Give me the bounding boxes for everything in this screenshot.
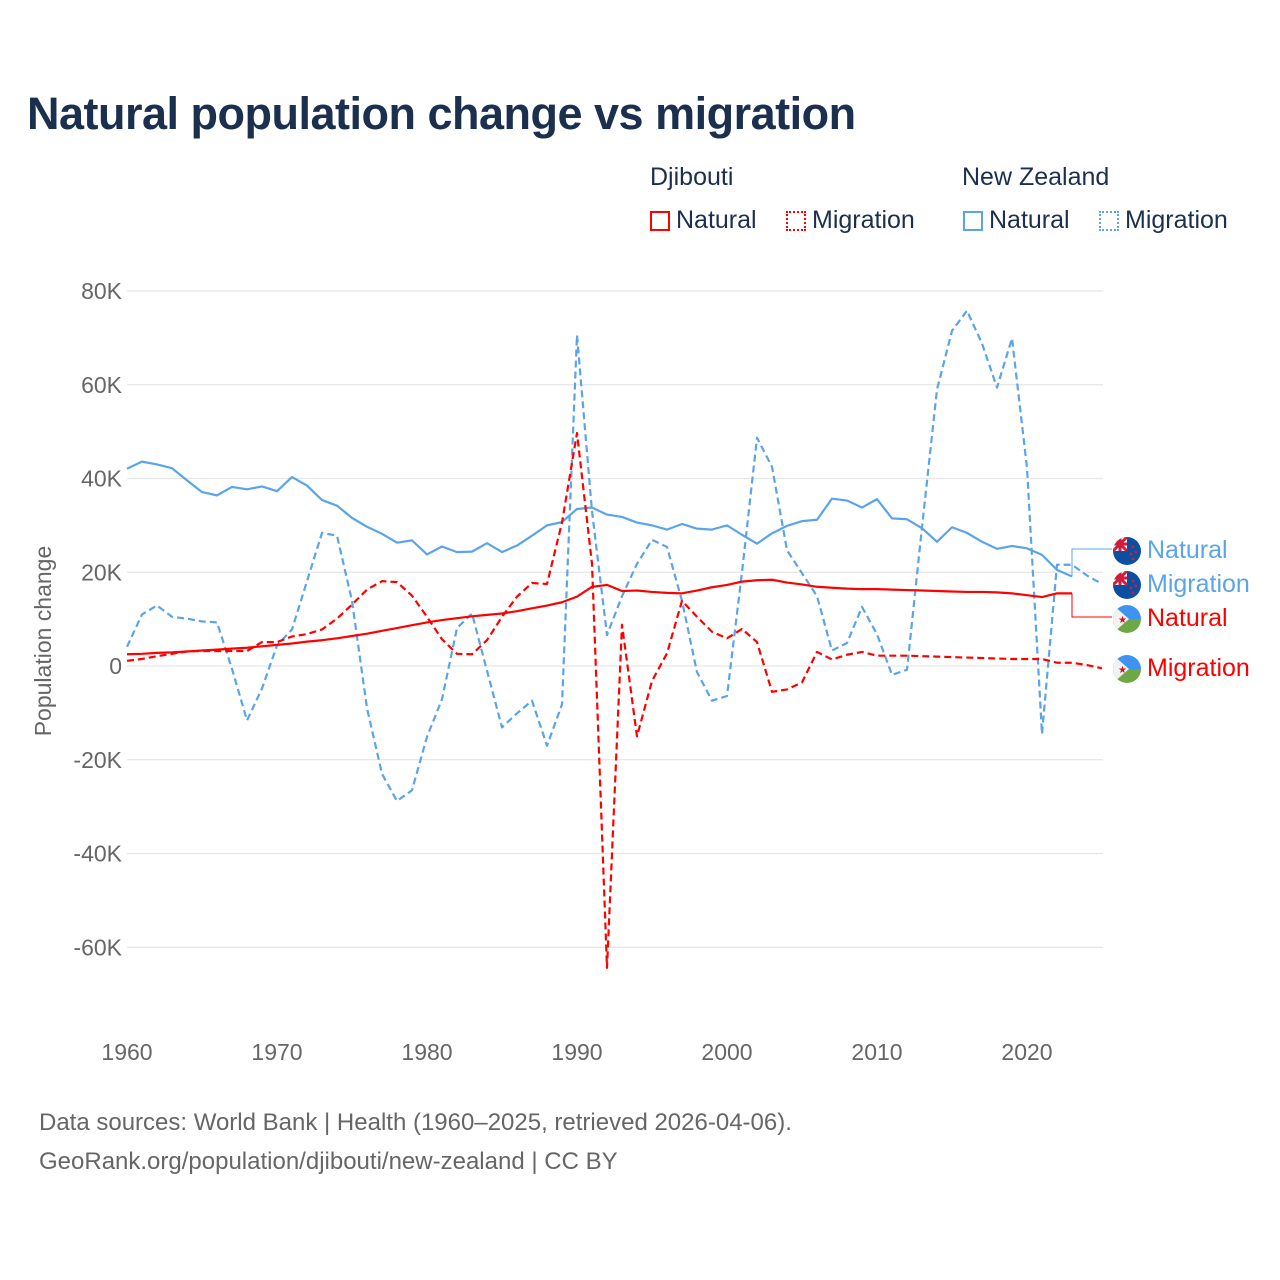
legend-djibouti-migration[interactable]: Migration: [786, 206, 915, 235]
legend-nz-natural[interactable]: Natural: [963, 206, 1070, 235]
legend-label: Migration: [1125, 206, 1228, 234]
y-tick-label: 20K: [81, 559, 123, 585]
legend-label: Natural: [989, 206, 1070, 234]
y-tick-label: 60K: [81, 372, 123, 398]
y-tick-label: -20K: [73, 747, 122, 773]
label-connector: [1071, 593, 1112, 618]
djibouti-flag-icon: ★: [1113, 605, 1141, 633]
end-label-new-zealand-migration: Migration: [1113, 570, 1250, 599]
legend-group-djibouti: Djibouti: [650, 163, 734, 191]
x-tick-label: 1990: [551, 1039, 602, 1065]
x-tick-label: 2000: [701, 1039, 752, 1065]
footer-link[interactable]: GeoRank.org/population/djibouti/new-zeal…: [39, 1148, 618, 1175]
end-label-text: Migration: [1147, 570, 1250, 598]
solid-swatch-icon: [650, 210, 670, 231]
series-line-new-zealand-migration[interactable]: [126, 309, 1103, 803]
legend-group-new-zealand: New Zealand: [962, 163, 1110, 191]
x-tick-label: 1980: [401, 1039, 452, 1065]
legend-label: Natural: [676, 206, 757, 234]
legend-label: Migration: [812, 206, 915, 234]
series-line-djibouti-migration[interactable]: [126, 431, 1103, 969]
x-tick-label: 2010: [851, 1039, 902, 1065]
legend-nz-migration[interactable]: Migration: [1099, 206, 1228, 235]
end-label-text: Natural: [1147, 604, 1228, 632]
legend-djibouti-natural[interactable]: Natural: [650, 206, 757, 235]
solid-swatch-icon: [963, 210, 983, 231]
djibouti-flag-icon: ★: [1113, 655, 1141, 683]
y-tick-label: -40K: [73, 841, 122, 867]
svg-text:★: ★: [1118, 615, 1127, 626]
end-label-djibouti-migration: ★ Migration: [1113, 654, 1250, 683]
y-axis-label: Population change: [30, 546, 56, 737]
label-connector: [1071, 548, 1112, 577]
nz-flag-icon: [1113, 571, 1141, 599]
y-tick-label: -60K: [73, 934, 122, 960]
series-line-new-zealand-natural[interactable]: [126, 460, 1073, 578]
chart-title: Natural population change vs migration: [27, 88, 856, 139]
end-label-djibouti-natural: ★ Natural: [1071, 593, 1228, 633]
y-tick-label: 80K: [81, 278, 123, 304]
x-tick-label: 2020: [1001, 1039, 1052, 1065]
end-label-new-zealand-natural: Natural: [1071, 536, 1228, 577]
y-tick-label: 0: [109, 653, 122, 679]
x-tick-label: 1960: [101, 1039, 152, 1065]
nz-flag-icon: [1113, 537, 1141, 565]
x-tick-label: 1970: [251, 1039, 302, 1065]
dotted-swatch-icon: [1099, 210, 1119, 231]
series-line-djibouti-natural[interactable]: [126, 578, 1072, 656]
footer-sources: Data sources: World Bank | Health (1960–…: [39, 1109, 792, 1136]
end-label-text: Migration: [1147, 654, 1250, 682]
y-tick-label: 40K: [81, 466, 123, 492]
end-label-text: Natural: [1147, 536, 1228, 564]
svg-text:★: ★: [1118, 665, 1127, 676]
dotted-swatch-icon: [786, 210, 806, 231]
